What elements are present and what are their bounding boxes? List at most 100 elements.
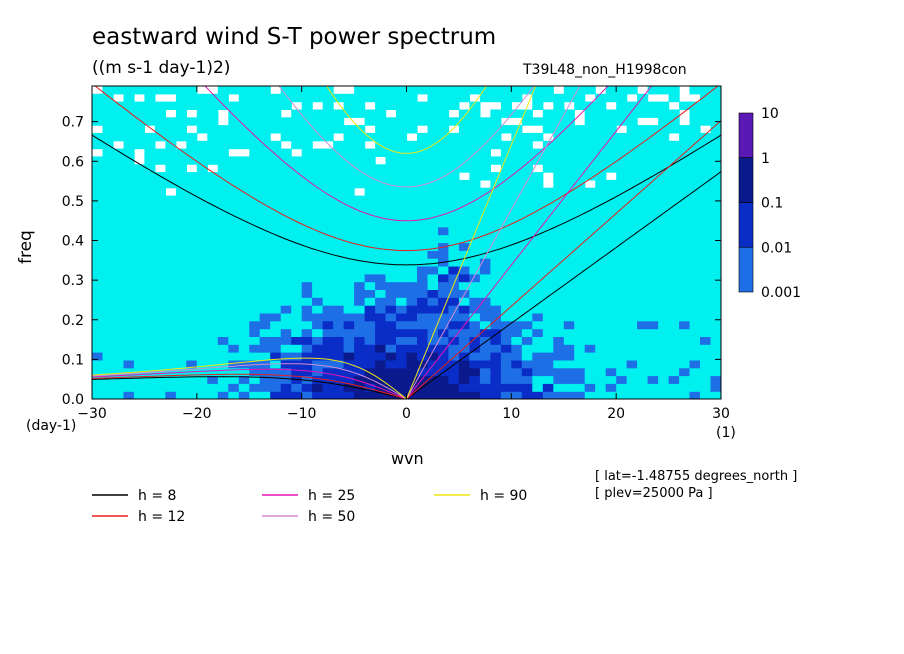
field-cell <box>574 281 586 290</box>
field-cell <box>238 203 250 212</box>
field-cell <box>458 258 470 267</box>
field-cell <box>259 148 271 157</box>
field-cell <box>312 172 324 181</box>
field-cell <box>113 312 125 322</box>
field-cell <box>511 179 523 189</box>
field-cell <box>249 101 261 110</box>
field-cell <box>658 359 670 369</box>
field-cell <box>375 312 387 322</box>
field-cell <box>92 367 104 377</box>
field-cell <box>658 101 670 110</box>
field-cell <box>679 328 691 337</box>
field-cell <box>511 352 523 361</box>
field-cell <box>479 297 491 306</box>
field-cell <box>301 156 313 165</box>
field-cell <box>563 297 575 306</box>
field-cell <box>532 101 544 110</box>
field-cell <box>532 156 544 165</box>
field-cell <box>647 187 659 197</box>
field-cell <box>542 125 554 134</box>
field-cell <box>438 125 450 134</box>
field-cell <box>553 101 565 110</box>
field-cell <box>354 344 366 353</box>
field-cell <box>354 164 366 173</box>
field-cell <box>312 211 324 220</box>
field-cell <box>144 336 156 345</box>
field-cell <box>406 93 418 103</box>
field-cell <box>427 391 439 399</box>
field-cell <box>511 219 523 228</box>
field-cell <box>595 132 607 142</box>
field-cell <box>123 172 135 181</box>
field-cell <box>175 156 187 165</box>
field-cell <box>165 101 177 110</box>
field-cell <box>427 305 439 314</box>
field-cell <box>249 250 261 259</box>
legend-label-h8: h = 8 <box>138 488 176 504</box>
field-cell <box>249 289 261 298</box>
field-cell <box>165 375 177 384</box>
field-cell <box>375 125 387 134</box>
field-cell <box>511 344 523 353</box>
field-cell <box>280 336 292 345</box>
field-cell <box>458 203 470 212</box>
field-cell <box>259 211 271 220</box>
field-cell <box>238 305 250 314</box>
field-cell <box>165 234 177 244</box>
field-cell <box>500 383 512 392</box>
field-cell <box>626 320 638 330</box>
field-cell <box>207 132 219 142</box>
field-cell <box>595 305 607 314</box>
field-cell <box>542 234 554 244</box>
field-cell <box>154 156 166 165</box>
field-cell <box>123 242 135 251</box>
field-cell <box>186 336 198 345</box>
field-cell <box>700 305 712 314</box>
field-cell <box>396 297 408 306</box>
legend-label-h12: h = 12 <box>138 509 185 525</box>
field-cell <box>133 172 145 181</box>
field-cell <box>500 328 512 337</box>
field-cell <box>689 234 701 244</box>
field-cell <box>196 211 208 220</box>
field-cell <box>689 109 701 118</box>
field-cell <box>396 258 408 267</box>
field-cell <box>322 352 334 361</box>
field-cell <box>626 86 638 95</box>
field-cell <box>700 211 712 220</box>
dispersion-curve-h8 <box>92 376 407 399</box>
field-cell <box>563 156 575 165</box>
field-cell <box>354 375 366 384</box>
field-cell <box>144 312 156 322</box>
field-cell <box>123 226 135 236</box>
field-cell <box>343 250 355 259</box>
field-cell <box>364 352 376 361</box>
field-cell <box>511 312 523 322</box>
field-cell <box>249 172 261 181</box>
field-cell <box>385 305 397 314</box>
field-cell <box>479 86 491 95</box>
field-cell <box>553 344 565 353</box>
field-cell <box>542 281 554 290</box>
field-cell <box>154 250 166 259</box>
field-cell <box>542 359 554 369</box>
field-cell <box>259 226 271 236</box>
field-cell <box>458 352 470 361</box>
field-cell <box>658 203 670 212</box>
field-cell <box>658 281 670 290</box>
field-cell <box>658 250 670 259</box>
dispersion-curve-h8 <box>92 134 721 266</box>
field-cell <box>228 109 240 118</box>
field-cell <box>647 266 659 275</box>
field-cell <box>259 352 271 361</box>
field-cell <box>438 179 450 189</box>
field-cell <box>417 273 429 283</box>
field-cell <box>511 86 523 95</box>
field-cell <box>375 359 387 369</box>
field-cell <box>333 172 345 181</box>
field-cell <box>700 320 712 330</box>
field-cell <box>165 312 177 322</box>
field-cell <box>301 352 313 361</box>
field-cell <box>175 148 187 157</box>
field-cell <box>343 312 355 322</box>
